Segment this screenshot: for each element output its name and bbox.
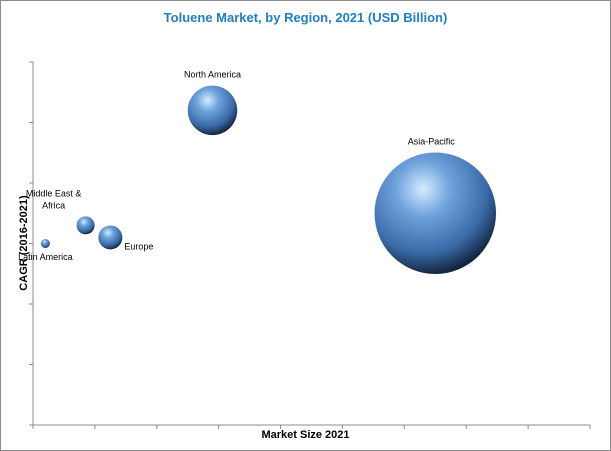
axes [29, 61, 591, 429]
bubble-label: Middle East & Africa [26, 188, 82, 210]
bubble-middle-east-africa [76, 216, 95, 235]
chart-title: Toluene Market, by Region, 2021 (USD Bil… [163, 10, 448, 25]
bubble-label: Europe [124, 241, 153, 251]
bubble-labels: Latin America Middle East & Africa Europe No… [18, 70, 455, 262]
bubbles [40, 85, 497, 274]
bubble-label: North America [184, 70, 241, 80]
bubble-europe [98, 225, 123, 250]
bubble-asia-pacific [374, 152, 497, 274]
bubble-north-america [187, 85, 238, 136]
x-axis-label: Market Size 2021 [261, 429, 350, 441]
bubble-label: Asia-Pacific [408, 137, 456, 147]
bubble-label: Latin America [18, 252, 73, 262]
bubble-latin-america [40, 239, 50, 248]
